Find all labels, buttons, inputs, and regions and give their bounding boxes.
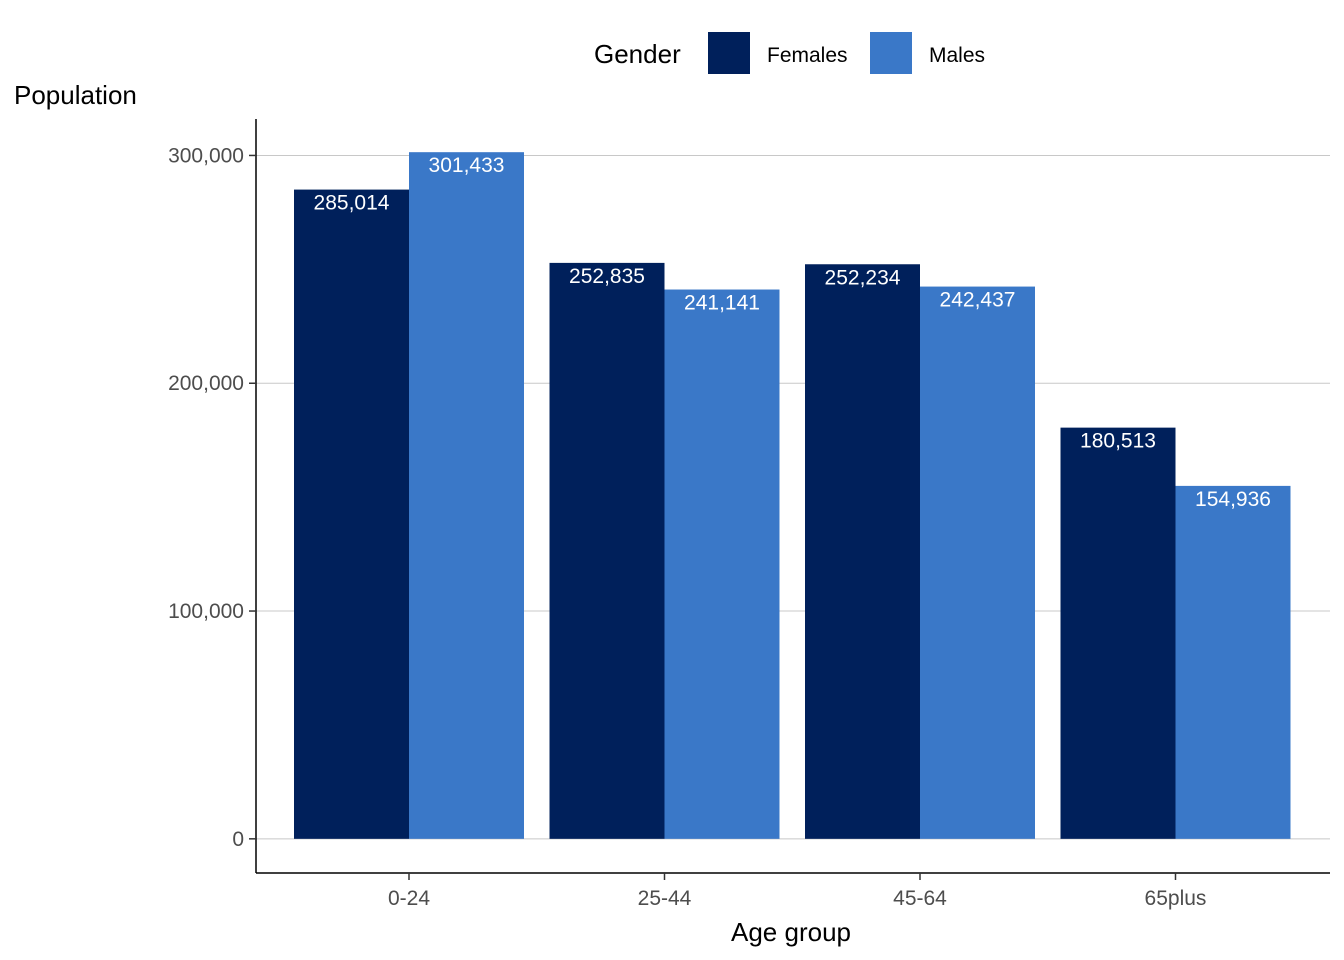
legend: Gender Females Males [594,32,985,74]
bar-label-females-25-44: 252,835 [569,265,645,288]
x-tick-label-45-64: 45-64 [893,887,947,910]
x-tick-label-0-24: 0-24 [388,887,430,910]
bar-label-females-0-24: 285,014 [314,192,390,215]
bar-males-65plus [1175,485,1291,839]
bar-label-males-65plus: 154,936 [1195,488,1271,511]
bar-label-females-45-64: 252,234 [825,266,901,289]
axes [255,119,1330,874]
bar-value-labels: 285,014 252,835 252,234 180,513 301,433 241,1… [314,154,1271,511]
x-axis-title: Age group [731,917,851,947]
legend-key-females [708,32,750,74]
bar-males-45-64 [920,286,1035,839]
bar-females-45-64 [805,264,920,839]
legend-label-males: Males [929,44,985,67]
bar-label-males-45-64: 242,437 [940,289,1016,312]
bar-males-0-24 [409,152,524,839]
legend-label-females: Females [767,44,848,67]
legend-key-males [870,32,912,74]
y-tick-label-0: 0 [232,828,244,851]
bars [294,152,1291,839]
x-tick-label-65plus: 65plus [1145,887,1207,910]
y-ticks: 0 100,000 200,000 300,000 [168,144,256,851]
bar-label-females-65plus: 180,513 [1080,430,1156,453]
x-ticks: 0-24 25-44 45-64 65plus [388,873,1206,910]
y-axis-title: Population [14,80,137,110]
y-tick-label-3: 300,000 [168,144,244,167]
legend-items: Females Males [708,32,985,74]
bar-females-0-24 [294,189,409,839]
y-tick-label-2: 200,000 [168,372,244,395]
bar-label-males-25-44: 241,141 [684,292,760,315]
legend-title: Gender [594,39,681,69]
bar-females-25-44 [549,262,665,839]
y-tick-label-1: 100,000 [168,600,244,623]
x-tick-label-25-44: 25-44 [638,887,692,910]
bar-males-25-44 [664,289,780,839]
bar-females-65plus [1060,427,1176,839]
bar-label-males-0-24: 301,433 [429,154,505,177]
